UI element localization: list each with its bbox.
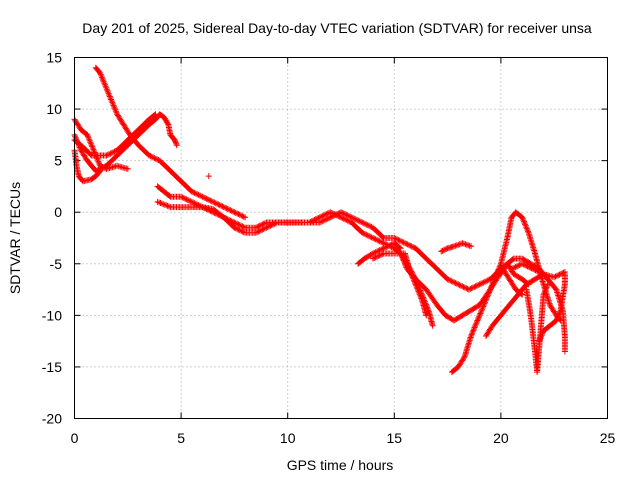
y-tick-label: 0 [54, 204, 62, 220]
plot-frame [74, 57, 608, 419]
series-track-e [92, 64, 249, 221]
x-tick-label: 10 [280, 430, 296, 446]
point-markers [355, 240, 404, 267]
y-tick-label: -10 [42, 307, 62, 323]
y-tick-label: 5 [54, 153, 62, 169]
series-track-n [483, 271, 547, 339]
point-markers [205, 173, 212, 180]
point-markers [438, 240, 475, 255]
series-track-i [355, 240, 404, 267]
x-tick-label: 0 [71, 430, 79, 446]
series-track-l [438, 240, 475, 255]
axis-ticks [74, 57, 608, 419]
point-markers [483, 271, 547, 339]
x-tick-label: 20 [493, 430, 509, 446]
y-tick-label: 15 [46, 50, 62, 66]
x-tick-label: 15 [387, 430, 403, 446]
series-track-q [536, 271, 568, 345]
series-track-r [508, 260, 568, 281]
y-tick-label: -15 [42, 359, 62, 375]
x-tick-labels: 0 5 10 15 20 25 [71, 430, 616, 446]
x-axis-label: GPS time / hours [287, 457, 394, 473]
y-tick-label: -20 [42, 411, 62, 427]
y-tick-label: 10 [46, 101, 62, 117]
point-markers [536, 271, 568, 345]
x-tick-label: 25 [600, 430, 616, 446]
chart-title: Day 201 of 2025, Sidereal Day-to-day VTE… [82, 20, 592, 36]
series-track-h [205, 173, 212, 180]
y-axis-label: SDTVAR / TECUs [7, 182, 23, 294]
y-tick-label: -5 [50, 256, 63, 272]
point-markers [508, 260, 568, 281]
point-markers [92, 64, 249, 221]
x-tick-label: 5 [177, 430, 185, 446]
y-tick-labels: 15 10 5 0 -5 -10 -15 -20 [42, 50, 62, 427]
